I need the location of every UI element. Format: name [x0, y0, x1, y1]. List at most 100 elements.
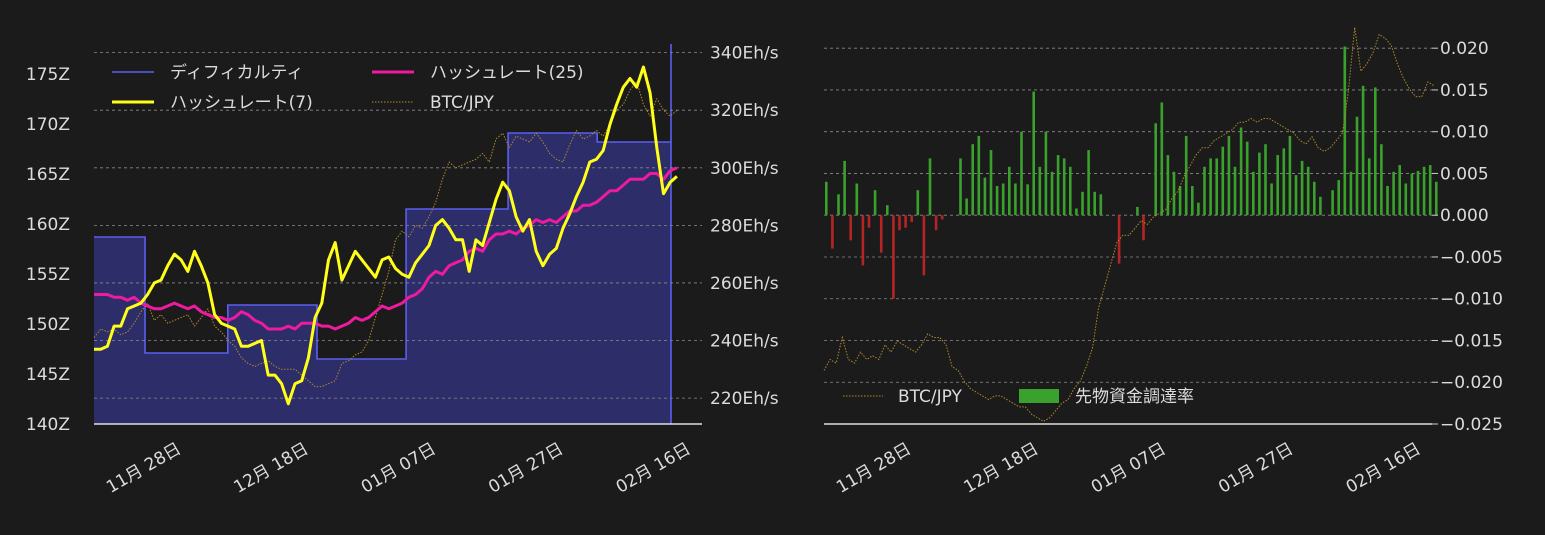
- funding-bar: [1398, 165, 1401, 216]
- funding-bar: [855, 183, 859, 216]
- funding-bar: [1270, 183, 1273, 216]
- funding-bar: [1349, 171, 1353, 216]
- funding-bar: [1069, 166, 1072, 216]
- funding-bar: [892, 215, 895, 299]
- funding-bar: [843, 160, 846, 216]
- y-right-tick-label: 240Eh/s: [710, 332, 779, 352]
- funding-bar: [904, 215, 907, 228]
- funding-bar: [1014, 183, 1017, 216]
- funding-bar: [1294, 175, 1298, 216]
- funding-bar: [1258, 152, 1261, 216]
- legend-label-hashrate7: ハッシュレート(7): [170, 93, 313, 113]
- difficulty-area: [94, 44, 671, 424]
- y-right-tick-label: −0.015: [1440, 331, 1503, 351]
- funding-bar: [1221, 146, 1225, 216]
- y-left-tick-label: 150Z: [26, 315, 70, 335]
- funding-bar: [1160, 102, 1164, 216]
- funding-bar: [1044, 131, 1048, 216]
- funding-bar: [1245, 141, 1249, 216]
- funding-bar: [1117, 215, 1121, 264]
- funding-bar: [910, 215, 913, 222]
- y-left-tick-label: 170Z: [26, 115, 70, 135]
- y-right-tick-label: 320Eh/s: [710, 101, 779, 121]
- y-right-tick-label: 260Eh/s: [710, 274, 779, 294]
- funding-bar: [1233, 166, 1237, 216]
- funding-bar: [879, 215, 883, 253]
- funding-bar: [837, 194, 840, 216]
- funding-bar: [1093, 191, 1096, 216]
- legend-swatch-funding: [1019, 389, 1059, 403]
- funding-bar: [831, 215, 834, 249]
- funding-bar: [1203, 166, 1206, 216]
- funding-bar: [1178, 186, 1182, 216]
- funding-bar: [1276, 155, 1279, 216]
- funding-bar: [1435, 181, 1438, 216]
- funding-bar: [1300, 160, 1304, 216]
- funding-bar: [983, 177, 987, 216]
- difficulty-line: [94, 44, 672, 424]
- funding-bar: [934, 215, 938, 231]
- funding-bar: [977, 135, 981, 216]
- y-right-tick-label: 0.010: [1440, 123, 1489, 143]
- hashrate7-line: [94, 65, 678, 406]
- funding-bar: [922, 215, 926, 276]
- funding-bar: [849, 215, 852, 241]
- legend-label-funding: 先物資金調達率: [1075, 387, 1194, 407]
- funding-bar: [1075, 208, 1078, 216]
- funding-bar: [1026, 184, 1029, 216]
- funding-bar: [928, 158, 932, 216]
- funding-bar: [940, 215, 944, 220]
- funding-bar: [1209, 158, 1212, 216]
- funding-bar: [1038, 166, 1042, 216]
- funding-bar: [1191, 186, 1194, 216]
- funding-bar: [861, 215, 865, 266]
- funding-bar: [971, 144, 974, 216]
- funding-bar: [1001, 183, 1005, 216]
- y-right-tick-label: 220Eh/s: [710, 389, 779, 409]
- y-right-tick-label: 300Eh/s: [710, 159, 779, 179]
- funding-bar: [1355, 116, 1359, 216]
- funding-bar: [916, 190, 920, 216]
- y-right-tick-label: −0.005: [1440, 248, 1503, 268]
- funding-bar: [1282, 148, 1286, 216]
- funding-bar: [959, 158, 962, 216]
- funding-bar: [1319, 196, 1322, 216]
- funding-bar: [1404, 183, 1408, 216]
- funding-bar: [1136, 206, 1139, 216]
- legend-label-difficulty: ディフィカルティ: [170, 62, 303, 83]
- funding-bar: [898, 215, 901, 231]
- funding-bar: [1215, 158, 1218, 216]
- y-right-tick-label: 280Eh/s: [710, 216, 779, 236]
- funding-bar: [1050, 171, 1054, 216]
- y-left-tick-label: 140Z: [26, 415, 70, 435]
- y-left-tick-label: 155Z: [26, 265, 70, 285]
- funding-bar: [1227, 135, 1231, 216]
- funding-bar: [1410, 173, 1414, 216]
- funding-bar: [1422, 166, 1426, 216]
- funding-bar: [965, 198, 968, 216]
- funding-bar: [1154, 123, 1157, 216]
- funding-bar: [995, 186, 999, 216]
- funding-bar: [1197, 202, 1200, 216]
- y-left-tick-label: 165Z: [26, 165, 70, 185]
- funding-bar: [1099, 194, 1103, 216]
- funding-bar: [825, 181, 828, 216]
- funding-bar: [1306, 166, 1310, 216]
- hashrate25-line: [94, 166, 678, 331]
- y-right-tick-label: 340Eh/s: [710, 44, 779, 64]
- funding-bar: [1032, 91, 1035, 216]
- y-left-tick-label: 175Z: [26, 65, 70, 85]
- btcjpy-line: [823, 27, 1435, 422]
- funding-bar: [1087, 150, 1090, 216]
- funding-bar: [1020, 131, 1023, 216]
- funding-bar: [1166, 155, 1170, 216]
- legend-label-btcjpy: BTC/JPY: [430, 93, 495, 113]
- funding-bar: [1313, 181, 1316, 216]
- funding-bar: [1343, 46, 1347, 216]
- funding-bar: [1081, 191, 1084, 216]
- funding-bar: [1331, 190, 1334, 216]
- funding-bar: [1367, 158, 1371, 216]
- funding-bar: [873, 190, 877, 216]
